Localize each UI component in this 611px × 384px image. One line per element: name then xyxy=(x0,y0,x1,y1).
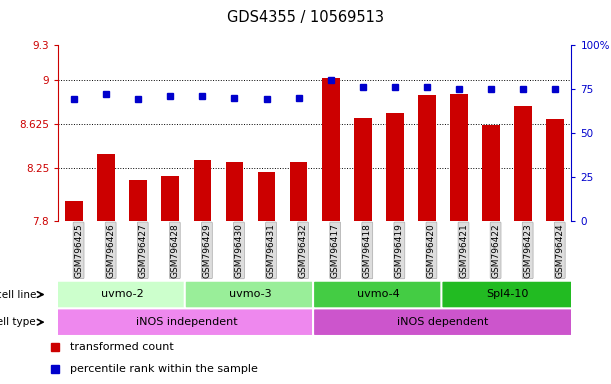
Bar xyxy=(450,94,468,221)
Text: GSM796418: GSM796418 xyxy=(363,223,371,278)
Text: GSM796417: GSM796417 xyxy=(331,223,340,278)
FancyBboxPatch shape xyxy=(185,281,316,308)
Bar xyxy=(514,106,532,221)
Bar xyxy=(290,162,307,221)
Text: GSM796420: GSM796420 xyxy=(427,223,436,278)
Text: iNOS independent: iNOS independent xyxy=(136,317,237,327)
Text: transformed count: transformed count xyxy=(70,342,174,352)
Text: GSM796430: GSM796430 xyxy=(235,223,243,278)
Text: GSM796423: GSM796423 xyxy=(523,223,532,278)
Text: GSM796426: GSM796426 xyxy=(106,223,115,278)
Text: GSM796427: GSM796427 xyxy=(138,223,147,278)
Bar xyxy=(482,125,500,221)
Bar xyxy=(546,119,564,221)
Bar xyxy=(130,180,147,221)
Text: GSM796425: GSM796425 xyxy=(74,223,83,278)
Text: GSM796419: GSM796419 xyxy=(395,223,404,278)
Bar xyxy=(161,176,179,221)
FancyBboxPatch shape xyxy=(56,308,316,336)
Bar xyxy=(386,113,404,221)
Bar xyxy=(194,160,211,221)
Text: GSM796429: GSM796429 xyxy=(202,223,211,278)
Text: GSM796431: GSM796431 xyxy=(266,223,276,278)
Bar xyxy=(258,172,276,221)
Bar xyxy=(225,162,243,221)
Text: iNOS dependent: iNOS dependent xyxy=(397,317,489,327)
FancyBboxPatch shape xyxy=(313,281,445,308)
Text: GSM796424: GSM796424 xyxy=(555,223,564,278)
Text: GSM796422: GSM796422 xyxy=(491,223,500,278)
FancyBboxPatch shape xyxy=(441,281,573,308)
Text: GSM796421: GSM796421 xyxy=(459,223,468,278)
Text: GSM796428: GSM796428 xyxy=(170,223,179,278)
Text: GSM796432: GSM796432 xyxy=(299,223,307,278)
Text: uvmo-4: uvmo-4 xyxy=(357,289,400,299)
Bar xyxy=(322,78,340,221)
Text: percentile rank within the sample: percentile rank within the sample xyxy=(70,364,258,374)
Bar xyxy=(65,201,83,221)
Text: cell line: cell line xyxy=(0,290,36,300)
Text: uvmo-2: uvmo-2 xyxy=(101,289,144,299)
Text: uvmo-3: uvmo-3 xyxy=(229,289,272,299)
FancyBboxPatch shape xyxy=(56,281,188,308)
FancyBboxPatch shape xyxy=(313,308,573,336)
Bar xyxy=(354,118,371,221)
Text: Spl4-10: Spl4-10 xyxy=(486,289,529,299)
Bar xyxy=(418,95,436,221)
Bar xyxy=(97,154,115,221)
Text: cell type: cell type xyxy=(0,317,36,327)
Text: GDS4355 / 10569513: GDS4355 / 10569513 xyxy=(227,10,384,25)
